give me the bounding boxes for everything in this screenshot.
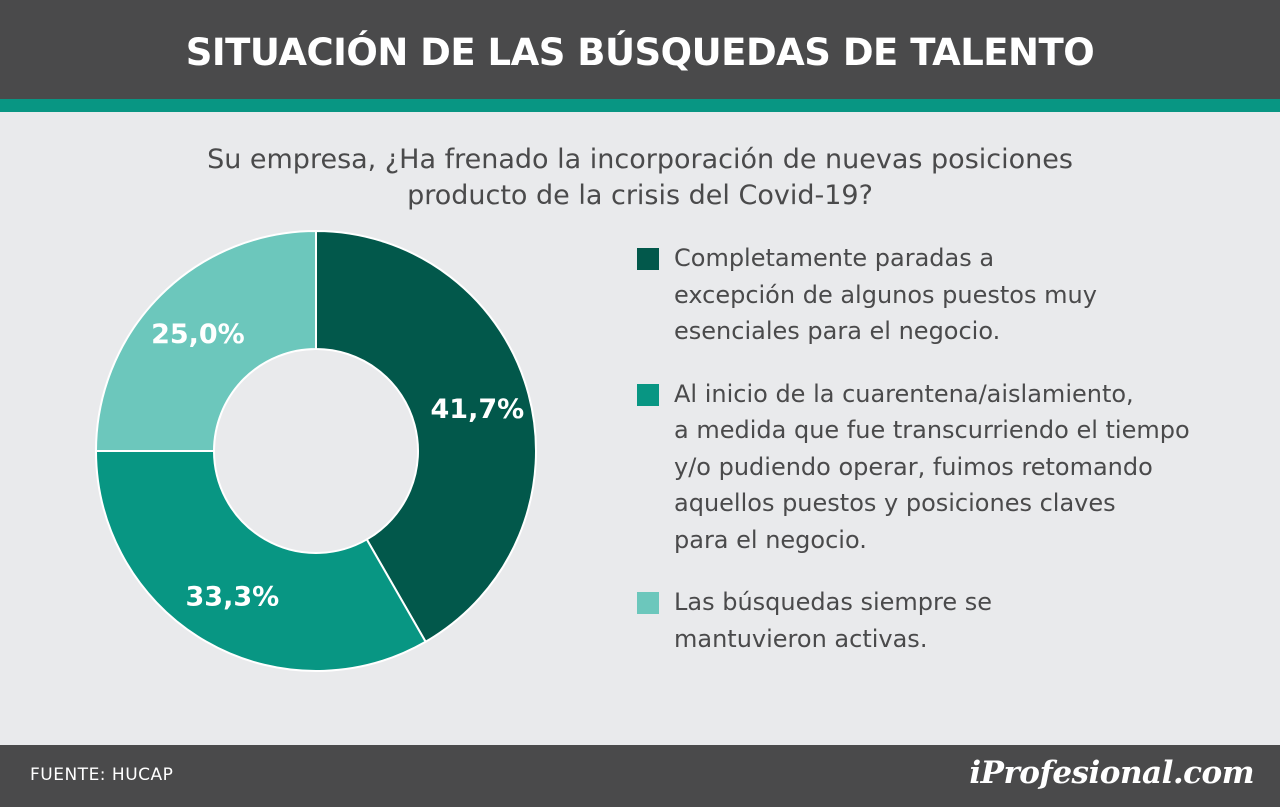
slice-value-label: 25,0%	[151, 319, 245, 350]
footer-bar: FUENTE: HUCAP iProfesional.com	[0, 745, 1280, 807]
donut-chart: 41,7% 33,3% 25,0%	[94, 229, 537, 672]
donut-slice	[94, 450, 427, 672]
legend-label-line: excepción de algunos puestos muy	[674, 280, 1097, 309]
chart-question: Su empresa, ¿Ha frenado la incorporación…	[0, 142, 1280, 214]
accent-stripe	[0, 99, 1280, 112]
legend-swatch	[637, 383, 659, 406]
slice-value-label: 41,7%	[431, 394, 525, 425]
legend-item: Completamente paradas a excepción de algu…	[637, 240, 1257, 350]
chart-legend: Completamente paradas a excepción de algu…	[637, 240, 1257, 683]
slice-value-label: 33,3%	[186, 582, 280, 613]
question-line-1: Su empresa, ¿Ha frenado la incorporación…	[207, 144, 1073, 175]
legend-label-line: y/o pudiendo operar, fuimos retomando	[674, 452, 1153, 481]
legend-swatch	[637, 592, 659, 614]
legend-label-line: Completamente paradas a	[674, 244, 995, 272]
legend-label-line: Las búsquedas siempre se	[674, 588, 992, 616]
legend-item: Al inicio de la cuarentena/aislamiento, a…	[637, 376, 1257, 559]
legend-label-line: para el negocio.	[674, 525, 867, 554]
legend-label: Completamente paradas a excepción de algu…	[674, 240, 1257, 350]
source-note: FUENTE: HUCAP	[30, 765, 174, 785]
legend-label-line: mantuvieron activas.	[674, 624, 928, 653]
legend-label: Al inicio de la cuarentena/aislamiento, a…	[674, 376, 1257, 559]
legend-label: Las búsquedas siempre se mantuvieron acti…	[674, 584, 1257, 657]
legend-label-line: aquellos puestos y posiciones claves	[674, 489, 1116, 517]
header-bar: SITUACIÓN DE LAS BÚSQUEDAS DE TALENTO	[0, 0, 1280, 99]
question-line-2: producto de la crisis del Covid-19?	[407, 180, 873, 211]
legend-swatch	[637, 248, 659, 270]
brand-logo: iProfesional.com	[969, 755, 1254, 791]
page-title: SITUACIÓN DE LAS BÚSQUEDAS DE TALENTO	[185, 31, 1095, 74]
legend-item: Las búsquedas siempre se mantuvieron acti…	[637, 584, 1257, 657]
legend-label-line: Al inicio de la cuarentena/aislamiento,	[674, 379, 1134, 408]
legend-label-line: esenciales para el negocio.	[674, 317, 1001, 345]
donut-slice	[94, 229, 317, 452]
donut-slice	[315, 229, 537, 644]
legend-label-line: a medida que fue transcurriendo el tiemp…	[674, 416, 1190, 444]
